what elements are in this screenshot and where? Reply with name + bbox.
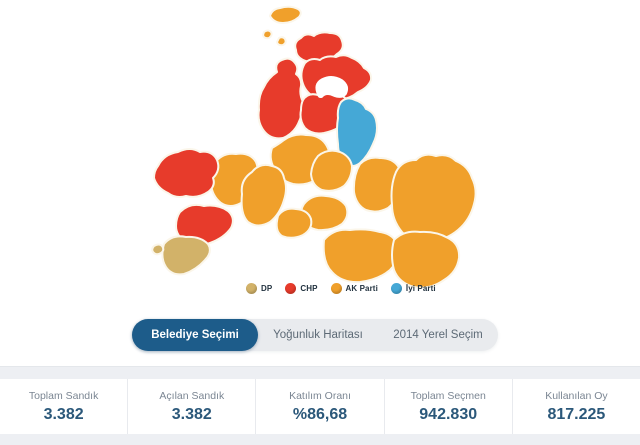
map-region[interactable]: [322, 228, 400, 284]
map-region[interactable]: [336, 97, 378, 167]
stat-value: 942.830: [419, 405, 478, 423]
lake-shape: [315, 76, 349, 98]
chp-color-dot: [285, 283, 297, 294]
map-region[interactable]: [390, 153, 477, 244]
map-region[interactable]: [257, 57, 304, 140]
map-region[interactable]: [276, 36, 287, 47]
legend-label: CHP: [300, 284, 318, 293]
stat-acilan-sandik: Açılan Sandık 3.382: [127, 379, 255, 434]
map-region[interactable]: [391, 230, 461, 289]
stats-section: Toplam Sandık 3.382 Açılan Sandık 3.382 …: [0, 366, 640, 445]
province-map-svg: [151, 5, 477, 289]
map-region[interactable]: [310, 149, 353, 192]
map-region[interactable]: [294, 31, 344, 64]
stat-value: 3.382: [171, 405, 212, 423]
tab-belediye-secimi[interactable]: Belediye Seçimi: [132, 319, 258, 351]
legend-item-iyiparti: İyi Parti: [390, 283, 436, 294]
legend-item-chp: CHP: [285, 283, 317, 294]
stat-label: Açılan Sandık: [159, 389, 225, 402]
stat-value: %86,68: [292, 405, 348, 423]
stat-toplam-sandik: Toplam Sandık 3.382: [0, 379, 127, 434]
stat-kullanilan-oy: Kullanılan Oy 817.225: [511, 379, 640, 434]
map-region[interactable]: [240, 163, 287, 227]
party-legend: DP CHP AK Parti İyi Parti: [246, 283, 436, 294]
stat-label: Kullanılan Oy: [545, 389, 608, 402]
map-region[interactable]: [269, 5, 302, 24]
legend-label: İyi Parti: [405, 284, 436, 293]
stat-label: Toplam Sandık: [28, 389, 99, 402]
akparti-color-dot: [330, 283, 342, 294]
stat-label: Katılım Oranı: [289, 389, 351, 402]
map-region[interactable]: [175, 203, 234, 247]
map-region[interactable]: [275, 207, 313, 239]
legend-label: DP: [261, 284, 273, 293]
stat-value: 817.225: [547, 405, 606, 423]
stats-row: Toplam Sandık 3.382 Açılan Sandık 3.382 …: [0, 379, 640, 434]
map-region[interactable]: [151, 243, 165, 256]
legend-label: AK Parti: [345, 284, 378, 293]
map-region[interactable]: [262, 29, 273, 40]
legend-item-dp: DP: [246, 283, 272, 294]
province-map: DP CHP AK Parti İyi Parti: [151, 5, 477, 294]
legend-item-akparti: AK Parti: [330, 283, 378, 294]
iyiparti-color-dot: [390, 283, 402, 294]
dp-color-dot: [246, 283, 257, 294]
stat-katilim-orani: Katılım Oranı %86,68: [255, 379, 383, 434]
map-region[interactable]: [161, 235, 211, 276]
stat-toplam-secmen: Toplam Seçmen 942.830: [383, 379, 512, 434]
map-mode-tabbar: Belediye Seçimi Yoğunluk Haritası 2014 Y…: [132, 319, 498, 351]
stat-value: 3.382: [43, 405, 84, 423]
stat-label: Toplam Seçmen: [410, 389, 486, 402]
map-region[interactable]: [153, 148, 220, 198]
tab-yogunluk-haritasi[interactable]: Yoğunluk Haritası: [273, 329, 363, 341]
tab-2014-yerel-secim[interactable]: 2014 Yerel Seçim: [393, 329, 483, 341]
